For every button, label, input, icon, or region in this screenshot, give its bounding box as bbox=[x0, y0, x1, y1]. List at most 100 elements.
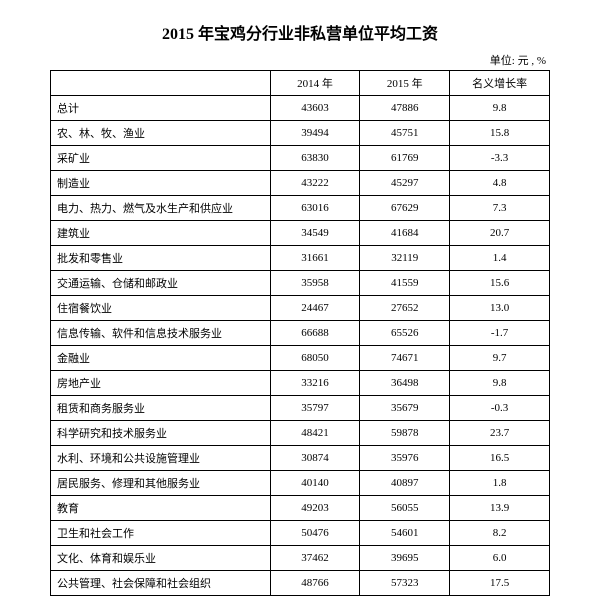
row-y2015: 54601 bbox=[360, 521, 450, 546]
row-label: 卫生和社会工作 bbox=[51, 521, 271, 546]
table-row: 科学研究和技术服务业484215987823.7 bbox=[51, 421, 550, 446]
row-y2015: 35976 bbox=[360, 446, 450, 471]
table-row: 租赁和商务服务业3579735679-0.3 bbox=[51, 396, 550, 421]
row-rate: 20.7 bbox=[450, 221, 550, 246]
row-y2015: 57323 bbox=[360, 571, 450, 596]
row-y2015: 45751 bbox=[360, 121, 450, 146]
row-label: 文化、体育和娱乐业 bbox=[51, 546, 271, 571]
row-label: 农、林、牧、渔业 bbox=[51, 121, 271, 146]
row-rate: 13.9 bbox=[450, 496, 550, 521]
row-rate: -3.3 bbox=[450, 146, 550, 171]
salary-table: 2014 年 2015 年 名义增长率 总计43603478869.8农、林、牧… bbox=[50, 70, 550, 596]
row-y2015: 36498 bbox=[360, 371, 450, 396]
table-header-row: 2014 年 2015 年 名义增长率 bbox=[51, 71, 550, 96]
page-title: 2015 年宝鸡分行业非私营单位平均工资 bbox=[50, 20, 550, 44]
row-y2015: 35679 bbox=[360, 396, 450, 421]
row-rate: 6.0 bbox=[450, 546, 550, 571]
table-row: 房地产业33216364989.8 bbox=[51, 371, 550, 396]
row-rate: 13.0 bbox=[450, 296, 550, 321]
table-row: 采矿业6383061769-3.3 bbox=[51, 146, 550, 171]
row-label: 教育 bbox=[51, 496, 271, 521]
row-y2014: 40140 bbox=[270, 471, 360, 496]
table-row: 农、林、牧、渔业394944575115.8 bbox=[51, 121, 550, 146]
row-y2014: 31661 bbox=[270, 246, 360, 271]
row-y2014: 43222 bbox=[270, 171, 360, 196]
row-y2014: 66688 bbox=[270, 321, 360, 346]
row-y2014: 35797 bbox=[270, 396, 360, 421]
table-row: 建筑业345494168420.7 bbox=[51, 221, 550, 246]
row-rate: 1.4 bbox=[450, 246, 550, 271]
table-row: 水利、环境和公共设施管理业308743597616.5 bbox=[51, 446, 550, 471]
row-y2014: 48766 bbox=[270, 571, 360, 596]
row-label: 批发和零售业 bbox=[51, 246, 271, 271]
row-rate: 9.8 bbox=[450, 96, 550, 121]
header-col2: 2014 年 bbox=[270, 71, 360, 96]
table-row: 信息传输、软件和信息技术服务业6668865526-1.7 bbox=[51, 321, 550, 346]
row-y2014: 39494 bbox=[270, 121, 360, 146]
row-label: 科学研究和技术服务业 bbox=[51, 421, 271, 446]
row-y2014: 63830 bbox=[270, 146, 360, 171]
row-y2014: 50476 bbox=[270, 521, 360, 546]
row-rate: 9.7 bbox=[450, 346, 550, 371]
row-label: 公共管理、社会保障和社会组织 bbox=[51, 571, 271, 596]
row-y2014: 34549 bbox=[270, 221, 360, 246]
row-rate: 8.2 bbox=[450, 521, 550, 546]
row-y2015: 74671 bbox=[360, 346, 450, 371]
row-rate: 16.5 bbox=[450, 446, 550, 471]
table-row: 批发和零售业31661321191.4 bbox=[51, 246, 550, 271]
row-y2014: 63016 bbox=[270, 196, 360, 221]
row-y2015: 61769 bbox=[360, 146, 450, 171]
row-rate: 9.8 bbox=[450, 371, 550, 396]
row-rate: 17.5 bbox=[450, 571, 550, 596]
row-label: 水利、环境和公共设施管理业 bbox=[51, 446, 271, 471]
row-rate: 7.3 bbox=[450, 196, 550, 221]
row-rate: 15.8 bbox=[450, 121, 550, 146]
row-label: 租赁和商务服务业 bbox=[51, 396, 271, 421]
row-y2014: 33216 bbox=[270, 371, 360, 396]
row-y2015: 41684 bbox=[360, 221, 450, 246]
row-label: 房地产业 bbox=[51, 371, 271, 396]
unit-label: 单位: 元 , % bbox=[50, 52, 550, 68]
row-y2015: 59878 bbox=[360, 421, 450, 446]
row-label: 金融业 bbox=[51, 346, 271, 371]
row-label: 总计 bbox=[51, 96, 271, 121]
row-y2014: 49203 bbox=[270, 496, 360, 521]
row-label: 电力、热力、燃气及水生产和供应业 bbox=[51, 196, 271, 221]
row-rate: 1.8 bbox=[450, 471, 550, 496]
row-y2014: 68050 bbox=[270, 346, 360, 371]
table-row: 文化、体育和娱乐业37462396956.0 bbox=[51, 546, 550, 571]
table-row: 制造业43222452974.8 bbox=[51, 171, 550, 196]
table-row: 电力、热力、燃气及水生产和供应业63016676297.3 bbox=[51, 196, 550, 221]
header-col4: 名义增长率 bbox=[450, 71, 550, 96]
row-label: 信息传输、软件和信息技术服务业 bbox=[51, 321, 271, 346]
row-rate: -0.3 bbox=[450, 396, 550, 421]
row-y2015: 45297 bbox=[360, 171, 450, 196]
row-y2015: 39695 bbox=[360, 546, 450, 571]
row-y2014: 37462 bbox=[270, 546, 360, 571]
row-y2014: 48421 bbox=[270, 421, 360, 446]
row-label: 建筑业 bbox=[51, 221, 271, 246]
row-y2015: 56055 bbox=[360, 496, 450, 521]
row-rate: 15.6 bbox=[450, 271, 550, 296]
row-rate: -1.7 bbox=[450, 321, 550, 346]
row-y2015: 67629 bbox=[360, 196, 450, 221]
row-rate: 4.8 bbox=[450, 171, 550, 196]
table-row: 金融业68050746719.7 bbox=[51, 346, 550, 371]
table-row: 教育492035605513.9 bbox=[51, 496, 550, 521]
row-label: 居民服务、修理和其他服务业 bbox=[51, 471, 271, 496]
table-row: 交通运输、仓储和邮政业359584155915.6 bbox=[51, 271, 550, 296]
row-y2015: 65526 bbox=[360, 321, 450, 346]
table-row: 公共管理、社会保障和社会组织487665732317.5 bbox=[51, 571, 550, 596]
row-y2014: 24467 bbox=[270, 296, 360, 321]
row-label: 交通运输、仓储和邮政业 bbox=[51, 271, 271, 296]
row-y2015: 41559 bbox=[360, 271, 450, 296]
table-row: 住宿餐饮业244672765213.0 bbox=[51, 296, 550, 321]
row-y2014: 35958 bbox=[270, 271, 360, 296]
row-y2015: 32119 bbox=[360, 246, 450, 271]
header-col1 bbox=[51, 71, 271, 96]
row-y2015: 40897 bbox=[360, 471, 450, 496]
row-label: 住宿餐饮业 bbox=[51, 296, 271, 321]
row-label: 采矿业 bbox=[51, 146, 271, 171]
table-row: 总计43603478869.8 bbox=[51, 96, 550, 121]
header-col3: 2015 年 bbox=[360, 71, 450, 96]
